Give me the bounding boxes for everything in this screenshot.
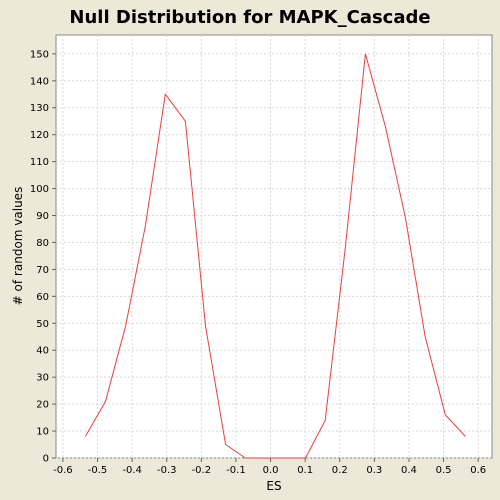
x-tick-label: -0.4	[122, 465, 142, 476]
x-tick-label: 0.0	[263, 465, 279, 476]
y-tick-label: 20	[36, 400, 49, 411]
x-tick-label: 0.6	[470, 465, 486, 476]
y-tick-label: 80	[36, 238, 49, 249]
y-tick-label: 130	[30, 103, 49, 114]
y-tick-label: 140	[30, 76, 49, 87]
plot-area	[55, 34, 493, 459]
y-tick-label: 110	[30, 157, 49, 168]
series-line	[84, 53, 466, 459]
y-tick-label: 70	[36, 265, 49, 276]
x-tick-label: 0.3	[366, 465, 382, 476]
y-tick-label: 60	[36, 292, 49, 303]
x-tick-label: 0.2	[332, 465, 348, 476]
y-tick-label: 40	[36, 346, 49, 357]
chart-title: Null Distribution for MAPK_Cascade	[69, 7, 430, 28]
y-tick-label: 10	[36, 427, 49, 438]
y-tick-label: 100	[30, 184, 49, 195]
y-tick-label: 90	[36, 211, 49, 222]
x-tick-label: -0.6	[53, 465, 73, 476]
y-tick-label: 150	[30, 49, 49, 60]
y-tick-label: 30	[36, 373, 49, 384]
axes: -0.6 -0.5 -0.4 -0.3 -0.2 -0.1 0.0 0.1 0.2 0.3 0.4 0…	[30, 49, 486, 476]
x-tick-label: -0.1	[226, 465, 246, 476]
x-tick-label: 0.4	[401, 465, 417, 476]
grid-lines	[56, 35, 492, 459]
x-tick-label: -0.3	[157, 465, 177, 476]
series-layer	[84, 53, 466, 459]
x-axis-label: ES	[266, 479, 281, 493]
x-tick-label: 0.1	[297, 465, 313, 476]
y-tick-label: 50	[36, 319, 49, 330]
x-tick-label: -0.2	[192, 465, 212, 476]
y-tick-label: 0	[43, 454, 49, 465]
x-tick-label: 0.5	[436, 465, 452, 476]
y-axis-label: # of random values	[11, 187, 25, 306]
x-tick-label: -0.5	[88, 465, 108, 476]
y-tick-label: 120	[30, 130, 49, 141]
